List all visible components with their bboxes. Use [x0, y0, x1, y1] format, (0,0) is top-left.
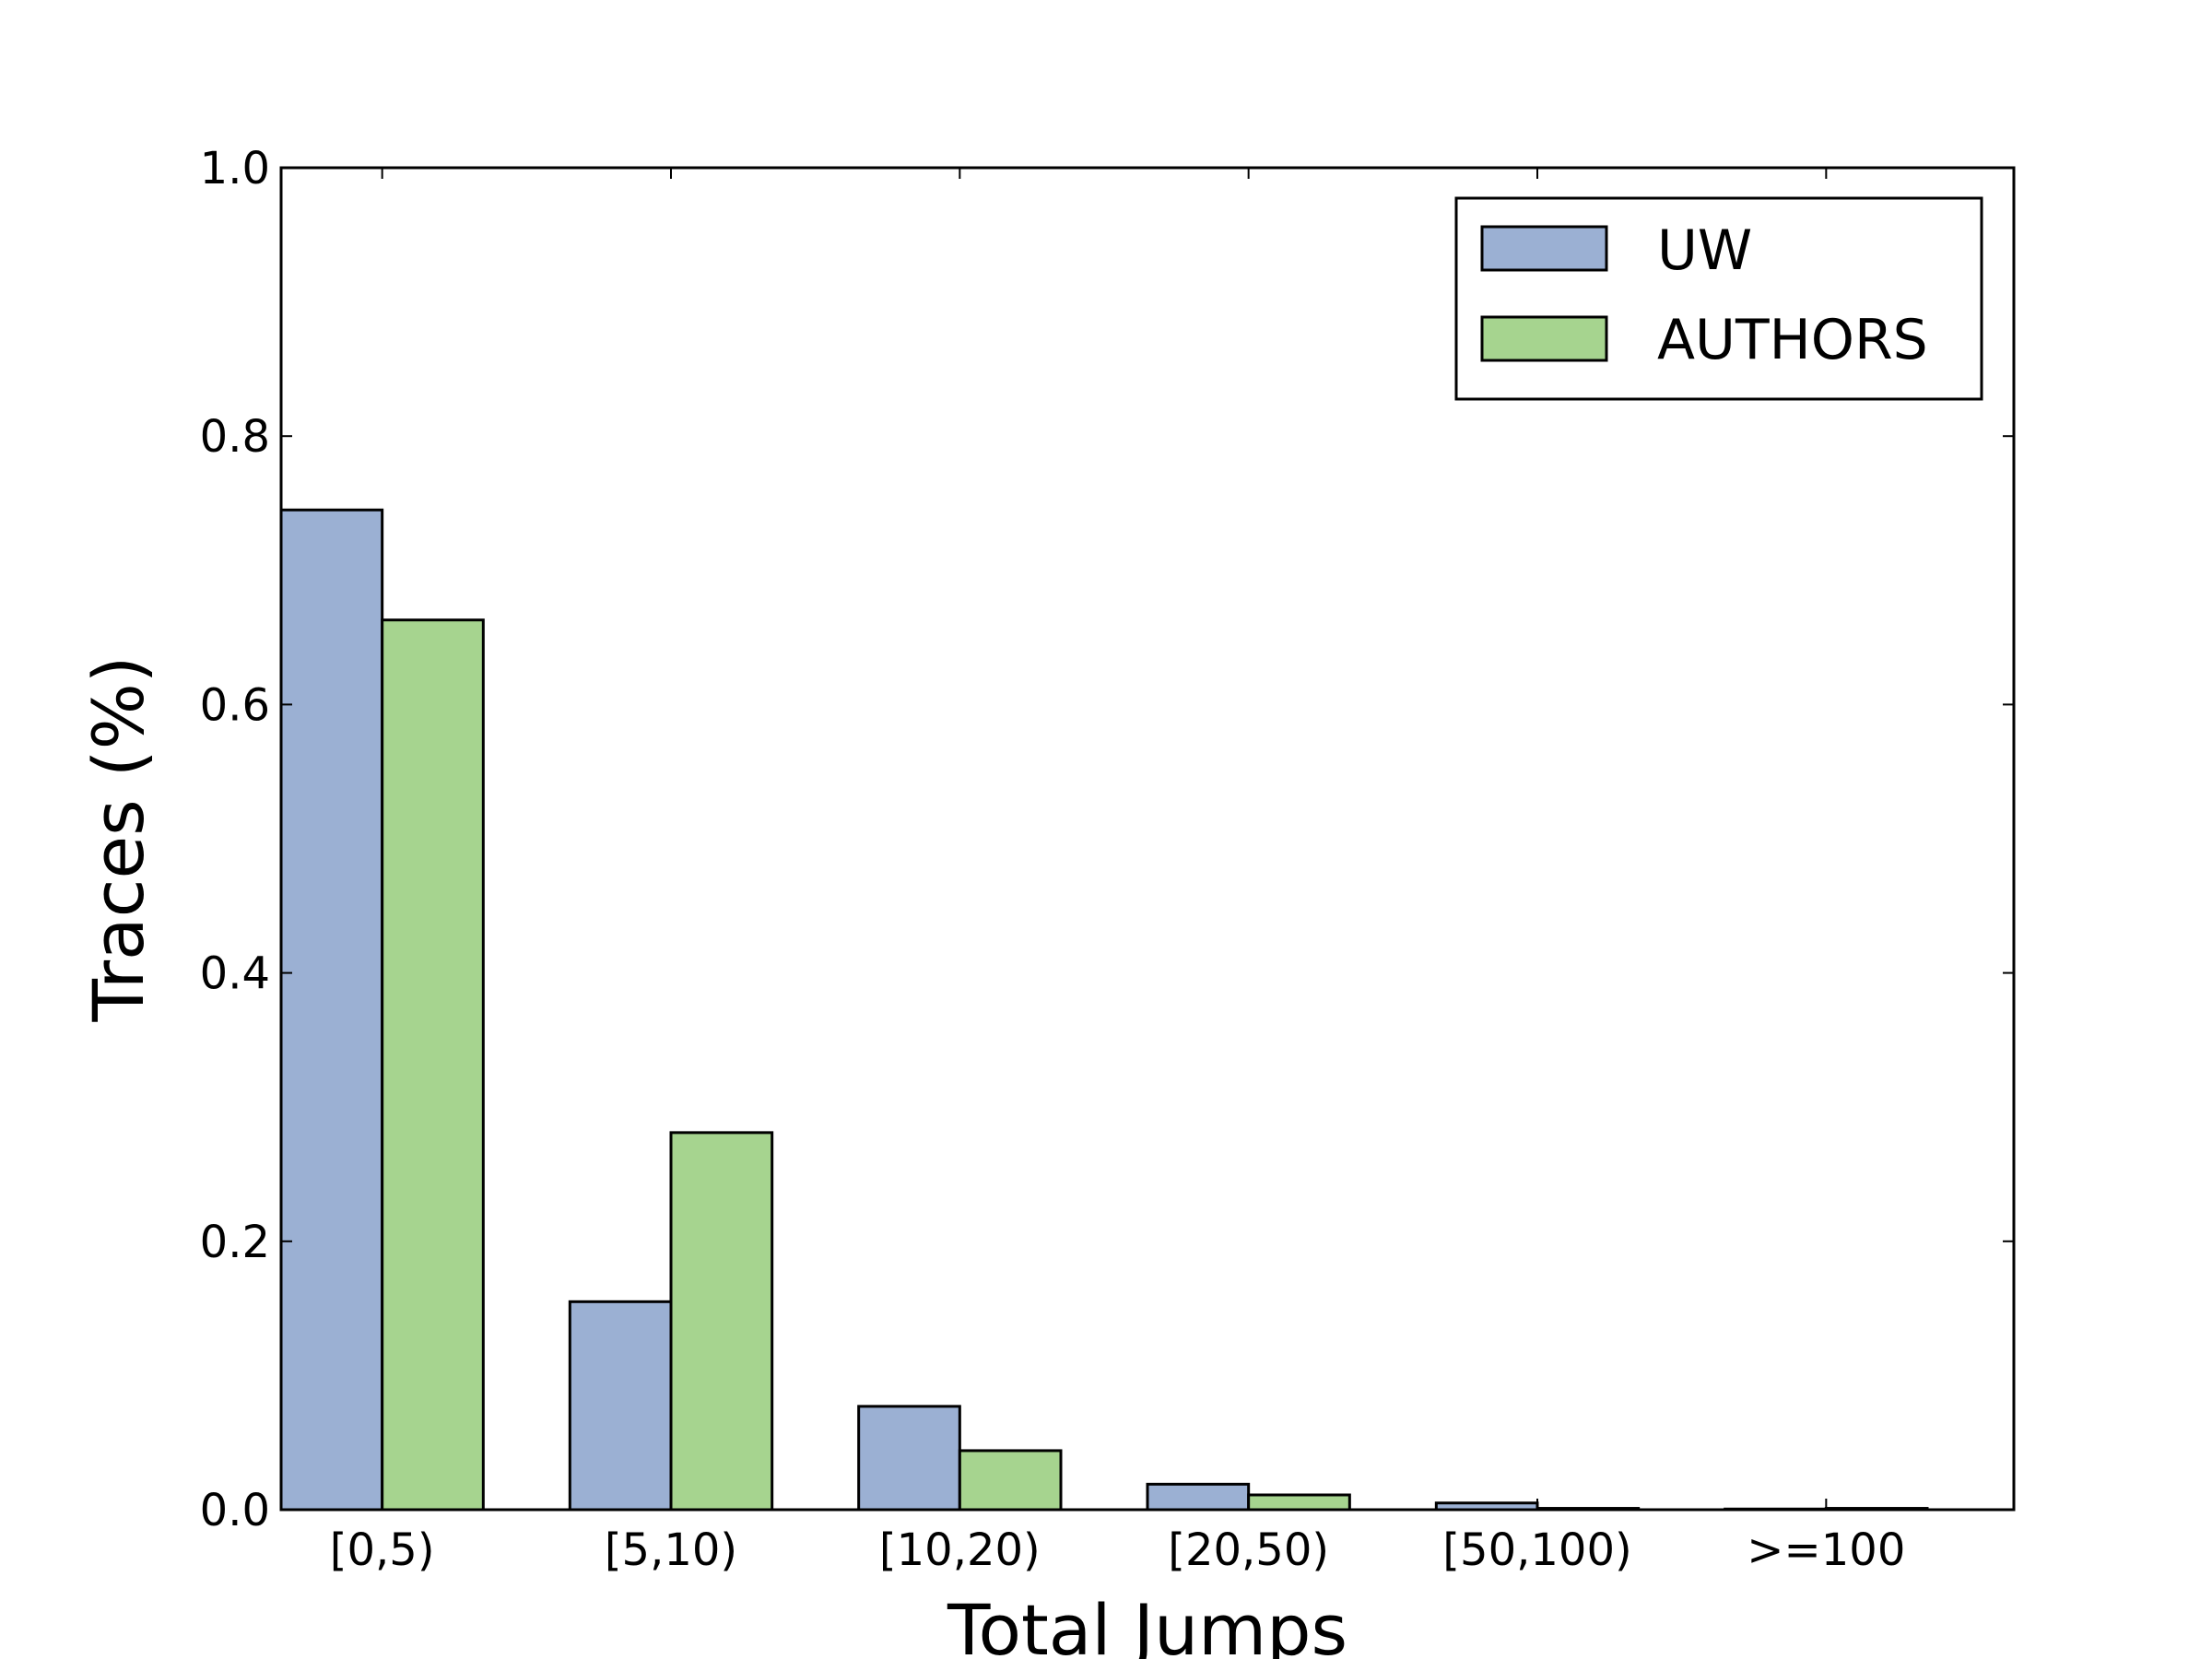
- legend: UW AUTHORS: [1454, 196, 1983, 401]
- bars-group: [279, 508, 1929, 1512]
- legend-swatch-authors: [1480, 315, 1608, 362]
- y-tick-label: 0.4: [200, 948, 270, 1000]
- x-tick-label: [0,5): [330, 1524, 435, 1576]
- bar-authors-1: [669, 1131, 774, 1512]
- x-axis-title: Total Jumps: [947, 1589, 1347, 1659]
- legend-swatch-uw: [1480, 225, 1608, 272]
- y-tick-label: 0.2: [200, 1217, 270, 1268]
- legend-label-uw: UW: [1657, 218, 1752, 283]
- bar-uw-0: [279, 508, 384, 1512]
- bar-uw-1: [568, 1300, 673, 1512]
- y-tick-label: 0.6: [200, 679, 270, 731]
- bar-authors-3: [1247, 1493, 1351, 1512]
- bar-authors-2: [958, 1449, 1063, 1512]
- plot-frame: [279, 166, 2016, 1512]
- y-tick-label: 0.0: [200, 1485, 270, 1536]
- legend-label-authors: AUTHORS: [1657, 308, 1928, 372]
- x-tick-label: [10,20): [879, 1524, 1041, 1576]
- y-tick-label: 1.0: [200, 143, 270, 194]
- ticks-group: [0,5) [5,10) [10,20) [20,50) [50,100) >=100 0.…: [200, 143, 2014, 1576]
- x-tick-label: [50,100): [1442, 1524, 1631, 1576]
- bar-uw-3: [1146, 1482, 1251, 1512]
- y-tick-label: 0.8: [200, 411, 270, 463]
- bar-uw-2: [857, 1405, 961, 1512]
- bar-authors-0: [381, 618, 485, 1512]
- y-axis-title: Traces (%): [77, 656, 159, 1023]
- x-tick-label: [20,50): [1168, 1524, 1329, 1576]
- x-tick-label: >=100: [1747, 1524, 1905, 1576]
- x-tick-label: [5,10): [605, 1524, 737, 1576]
